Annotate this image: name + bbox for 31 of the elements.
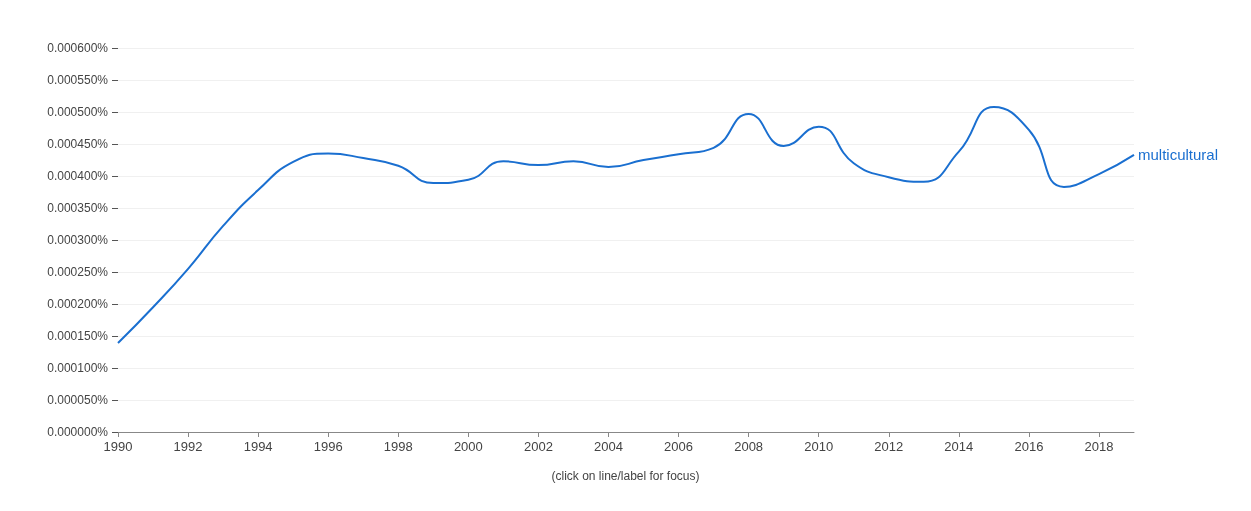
x-tick-label: 2006 bbox=[664, 439, 694, 454]
line-series bbox=[117, 105, 1135, 345]
x-tick-label: 2018 bbox=[1084, 439, 1114, 454]
y-tick-label: 0.000150% bbox=[47, 329, 109, 343]
y-tick-label: 0.000550% bbox=[47, 73, 109, 87]
x-tick-label: 2004 bbox=[594, 439, 623, 454]
x-tick-label: 2012 bbox=[874, 439, 904, 454]
y-tick-label: 0.000050% bbox=[47, 393, 109, 407]
x-tick-label: 1998 bbox=[383, 439, 413, 454]
y-tick-label: 0.000450% bbox=[47, 137, 109, 151]
series-label: multicultural bbox=[1138, 146, 1219, 164]
y-tick-label: 0.000000% bbox=[47, 425, 109, 439]
y-tick-label: 0.000300% bbox=[47, 233, 109, 247]
y-tick-label: 0.000100% bbox=[47, 361, 109, 375]
x-tick-label: 2000 bbox=[453, 439, 483, 454]
y-tick-label: 0.000600% bbox=[47, 41, 109, 55]
x-tick-label: 1996 bbox=[313, 439, 343, 454]
y-tick-label: 0.000350% bbox=[47, 201, 109, 215]
x-tick-label: 2010 bbox=[804, 439, 834, 454]
x-tick-label: 1992 bbox=[173, 439, 203, 454]
x-tick-label: 1994 bbox=[243, 439, 273, 454]
x-tick-label: 2014 bbox=[944, 439, 974, 454]
x-tick-label: 2016 bbox=[1014, 439, 1044, 454]
x-tick-label: 1990 bbox=[103, 439, 133, 454]
y-tick-label: 0.000250% bbox=[47, 265, 109, 279]
y-tick-label: 0.000200% bbox=[47, 297, 109, 311]
text: (click on line/label for focus) bbox=[551, 469, 700, 483]
y-tick-label: 0.000500% bbox=[47, 105, 109, 119]
x-tick-label: 2002 bbox=[523, 439, 553, 454]
x-tick-label: 2008 bbox=[734, 439, 764, 454]
y-tick-label: 0.000400% bbox=[47, 169, 109, 183]
